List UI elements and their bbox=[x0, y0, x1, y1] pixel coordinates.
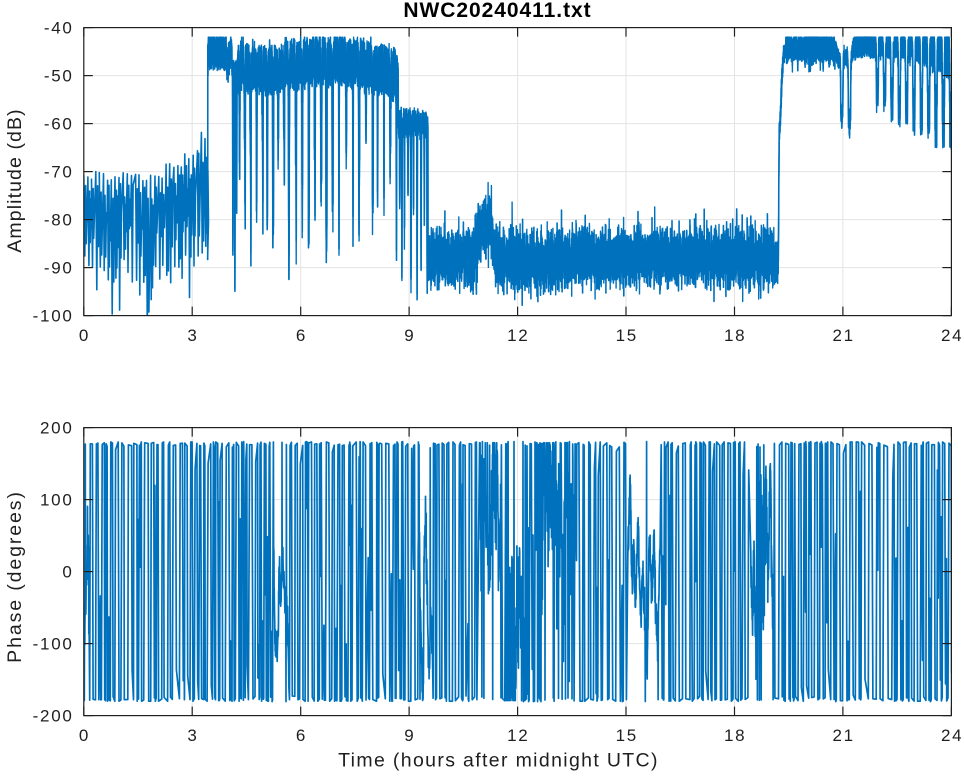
svg-text:15: 15 bbox=[616, 726, 638, 745]
svg-text:24: 24 bbox=[941, 726, 963, 745]
svg-text:Amplitude (dB): Amplitude (dB) bbox=[4, 108, 26, 252]
svg-text:-80: -80 bbox=[44, 211, 74, 230]
svg-text:-90: -90 bbox=[44, 259, 74, 278]
svg-text:9: 9 bbox=[404, 726, 415, 745]
svg-text:24: 24 bbox=[941, 326, 963, 345]
svg-text:3: 3 bbox=[187, 726, 198, 745]
svg-text:-60: -60 bbox=[44, 115, 74, 134]
svg-text:100: 100 bbox=[40, 491, 73, 510]
svg-text:0: 0 bbox=[62, 563, 73, 582]
svg-text:18: 18 bbox=[724, 726, 746, 745]
svg-text:-100: -100 bbox=[33, 307, 74, 326]
svg-text:15: 15 bbox=[616, 326, 638, 345]
svg-text:3: 3 bbox=[187, 326, 198, 345]
svg-text:6: 6 bbox=[296, 726, 307, 745]
svg-text:0: 0 bbox=[79, 726, 90, 745]
svg-text:6: 6 bbox=[296, 326, 307, 345]
svg-text:Time (hours after midnight UTC: Time (hours after midnight UTC) bbox=[338, 750, 659, 772]
svg-text:21: 21 bbox=[832, 726, 854, 745]
svg-text:9: 9 bbox=[404, 326, 415, 345]
svg-text:-50: -50 bbox=[44, 67, 74, 86]
svg-text:200: 200 bbox=[40, 419, 73, 438]
svg-text:0: 0 bbox=[79, 326, 90, 345]
svg-text:18: 18 bbox=[724, 326, 746, 345]
svg-text:NWC20240411.txt: NWC20240411.txt bbox=[403, 0, 591, 22]
svg-text:21: 21 bbox=[832, 326, 854, 345]
svg-text:-70: -70 bbox=[44, 163, 74, 182]
svg-text:Phase (degrees): Phase (degrees) bbox=[4, 490, 26, 663]
svg-text:12: 12 bbox=[507, 726, 529, 745]
svg-text:12: 12 bbox=[507, 326, 529, 345]
svg-text:-100: -100 bbox=[33, 635, 74, 654]
svg-text:-200: -200 bbox=[33, 707, 74, 726]
svg-text:-40: -40 bbox=[44, 19, 74, 38]
